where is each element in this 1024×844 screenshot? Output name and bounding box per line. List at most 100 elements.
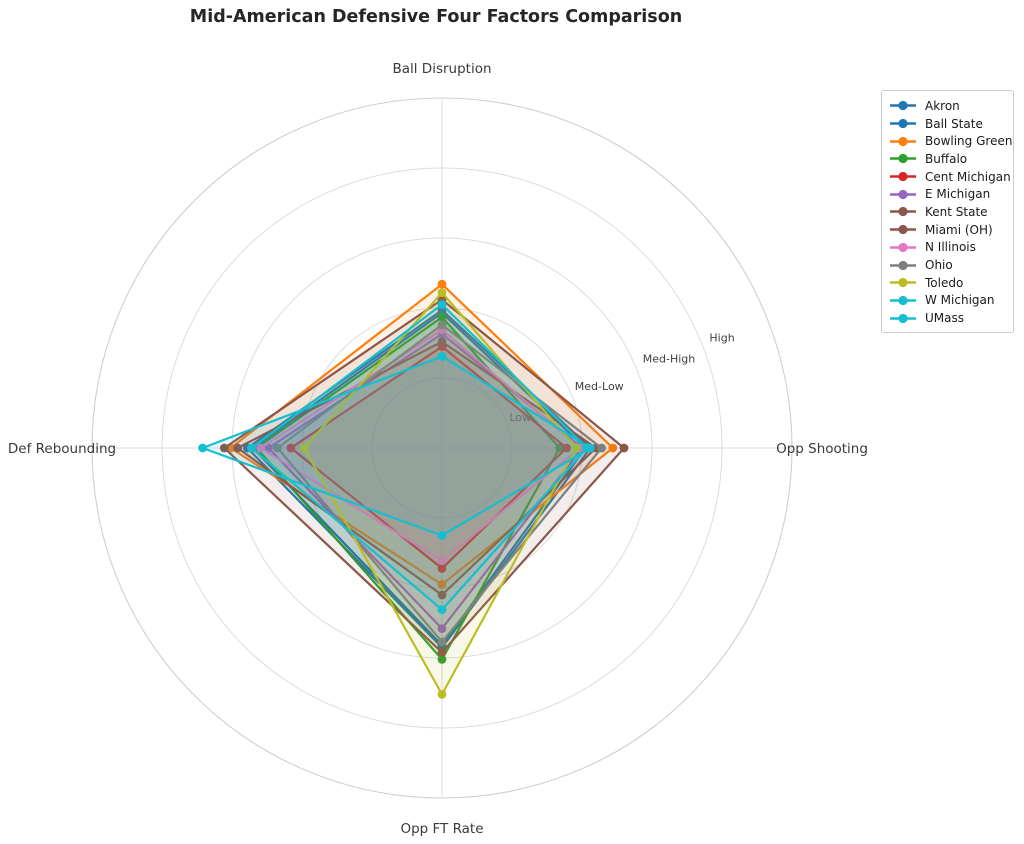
legend-item-e-michigan: E Michigan	[889, 185, 1007, 203]
team-fill-w-michigan	[251, 304, 587, 610]
team-marker-w-michigan-ball-disruption	[437, 300, 447, 309]
team-marker-umass-def-rebounding	[198, 443, 208, 453]
team-marker-umass-ball-disruption	[437, 351, 447, 361]
legend-item-ohio: Ohio	[889, 256, 1007, 274]
team-marker-bowling-green-ball-disruption	[437, 279, 447, 289]
legend-dot-icon	[898, 171, 908, 182]
legend-dot-icon	[898, 189, 908, 199]
legend-dot-icon	[898, 118, 908, 129]
legend-item-ball-state: Ball State	[889, 115, 1007, 133]
team-marker-ohio-ball-disruption	[437, 320, 447, 330]
legend-line-marker-icon-cent-michigan	[890, 171, 916, 182]
legend-item-buffalo: Buffalo	[889, 150, 1007, 168]
legend-item-label: W Michigan	[925, 293, 995, 308]
team-marker-buffalo-ball-disruption	[437, 312, 447, 322]
legend-line-marker-icon-kent-state	[890, 207, 916, 217]
team-marker-w-michigan-def-rebounding	[247, 443, 256, 453]
legend-item-label: Ohio	[925, 258, 953, 273]
legend-line-marker-icon-n-illinois	[890, 242, 916, 252]
team-marker-umass-opp-shooting	[586, 443, 595, 453]
legend-dot-icon	[898, 207, 908, 217]
legend-line-marker-icon-bowling-green	[890, 136, 916, 146]
team-marker-miami-oh-opp-shooting	[619, 443, 629, 453]
legend-dot-icon	[898, 278, 908, 288]
team-marker-toledo-def-rebounding	[299, 443, 309, 453]
team-marker-miami-oh-def-rebounding	[219, 443, 229, 453]
legend-line-marker-icon-e-michigan	[890, 189, 916, 199]
legend-dot-icon	[898, 154, 908, 164]
legend-item-label: Bowling Green	[925, 134, 1013, 149]
legend-item-label: N Illinois	[925, 240, 976, 255]
legend-item-miami-oh: Miami (OH)	[889, 221, 1007, 239]
team-series-umass	[198, 351, 595, 540]
legend-item-toledo: Toledo	[889, 274, 1007, 292]
team-marker-n-illinois-def-rebounding	[256, 443, 266, 453]
legend-item-label: E Michigan	[925, 187, 991, 202]
legend-item-label: Akron	[925, 98, 960, 113]
team-marker-umass-opp-ft-rate	[437, 531, 447, 540]
team-marker-kent-state-def-rebounding	[233, 443, 243, 453]
legend-item-n-illinois: N Illinois	[889, 239, 1007, 257]
legend-dot-icon	[898, 242, 908, 252]
team-series-toledo	[299, 288, 581, 699]
team-marker-cent-michigan-opp-ft-rate	[437, 564, 447, 573]
legend-line-marker-icon-umass	[890, 313, 916, 323]
team-fill-umass	[202, 356, 591, 536]
team-marker-n-illinois-opp-ft-rate	[437, 556, 447, 566]
axis-label-def-rebounding: Def Rebounding	[8, 441, 116, 457]
team-series-w-michigan	[247, 300, 592, 615]
legend-item-label: Miami (OH)	[925, 222, 993, 237]
legend-item-akron: Akron	[889, 97, 1007, 115]
legend-item-w-michigan: W Michigan	[889, 292, 1007, 310]
team-fill-e-michigan	[268, 333, 582, 629]
legend-line-marker-icon-toledo	[890, 278, 916, 288]
legend-line-marker-icon-miami-oh	[890, 225, 916, 235]
legend-item-label: Ball State	[925, 116, 983, 131]
radial-tick-label-med-low: Med-Low	[575, 380, 624, 393]
legend-item-cent-michigan: Cent Michigan	[889, 168, 1011, 186]
legend-dot-icon	[898, 136, 908, 146]
team-marker-ohio-opp-ft-rate	[437, 637, 447, 647]
team-marker-toledo-ball-disruption	[437, 288, 447, 297]
team-marker-miami-oh-opp-ft-rate	[437, 648, 447, 657]
radial-tick-label-high: High	[709, 332, 734, 345]
team-marker-ohio-opp-shooting	[597, 443, 606, 453]
team-marker-buffalo-opp-shooting	[555, 443, 564, 453]
axis-label-ball-disruption: Ball Disruption	[392, 61, 491, 77]
team-marker-toledo-opp-ft-rate	[437, 690, 447, 699]
legend-item-umass: UMass	[889, 309, 1007, 327]
team-marker-kent-state-ball-disruption	[437, 337, 447, 346]
legend-dot-icon	[898, 313, 908, 323]
team-fill-n-illinois	[260, 329, 580, 561]
legend-item-label: UMass	[925, 311, 964, 326]
team-marker-cent-michigan-def-rebounding	[286, 443, 296, 453]
team-marker-ohio-def-rebounding	[273, 443, 282, 453]
legend-item-label: Kent State	[925, 204, 988, 219]
team-marker-toledo-opp-shooting	[572, 443, 581, 453]
legend-dot-icon	[898, 101, 908, 111]
legend-dot-icon	[898, 295, 908, 306]
legend-item-kent-state: Kent State	[889, 203, 1007, 221]
team-marker-kent-state-opp-ft-rate	[437, 590, 447, 600]
legend-dot-icon	[898, 260, 908, 270]
legend-line-marker-icon-buffalo	[890, 154, 916, 164]
legend: Akron Ball State Bowling Green Buffalo Cent …	[881, 90, 1014, 333]
team-marker-cent-michigan-opp-shooting	[562, 443, 571, 453]
legend-line-marker-icon-akron	[890, 101, 916, 111]
radial-tick-label-med-high: Med-High	[643, 353, 696, 366]
team-marker-bowling-green-opp-ft-rate	[437, 580, 447, 589]
legend-item-label: Toledo	[925, 275, 964, 290]
legend-line-marker-icon-ball-state	[890, 118, 916, 129]
legend-dot-icon	[898, 225, 908, 235]
legend-line-marker-icon-w-michigan	[890, 295, 916, 306]
legend-item-label: Cent Michigan	[925, 169, 1011, 184]
legend-item-bowling-green: Bowling Green	[889, 132, 1012, 150]
team-marker-e-michigan-opp-ft-rate	[437, 624, 447, 633]
axis-label-opp-shooting: Opp Shooting	[776, 441, 868, 457]
legend-line-marker-icon-ohio	[890, 260, 916, 270]
team-marker-bowling-green-opp-shooting	[608, 443, 618, 453]
legend-item-label: Buffalo	[925, 151, 968, 166]
chart-title: Mid-American Defensive Four Factors Comp…	[190, 7, 682, 27]
